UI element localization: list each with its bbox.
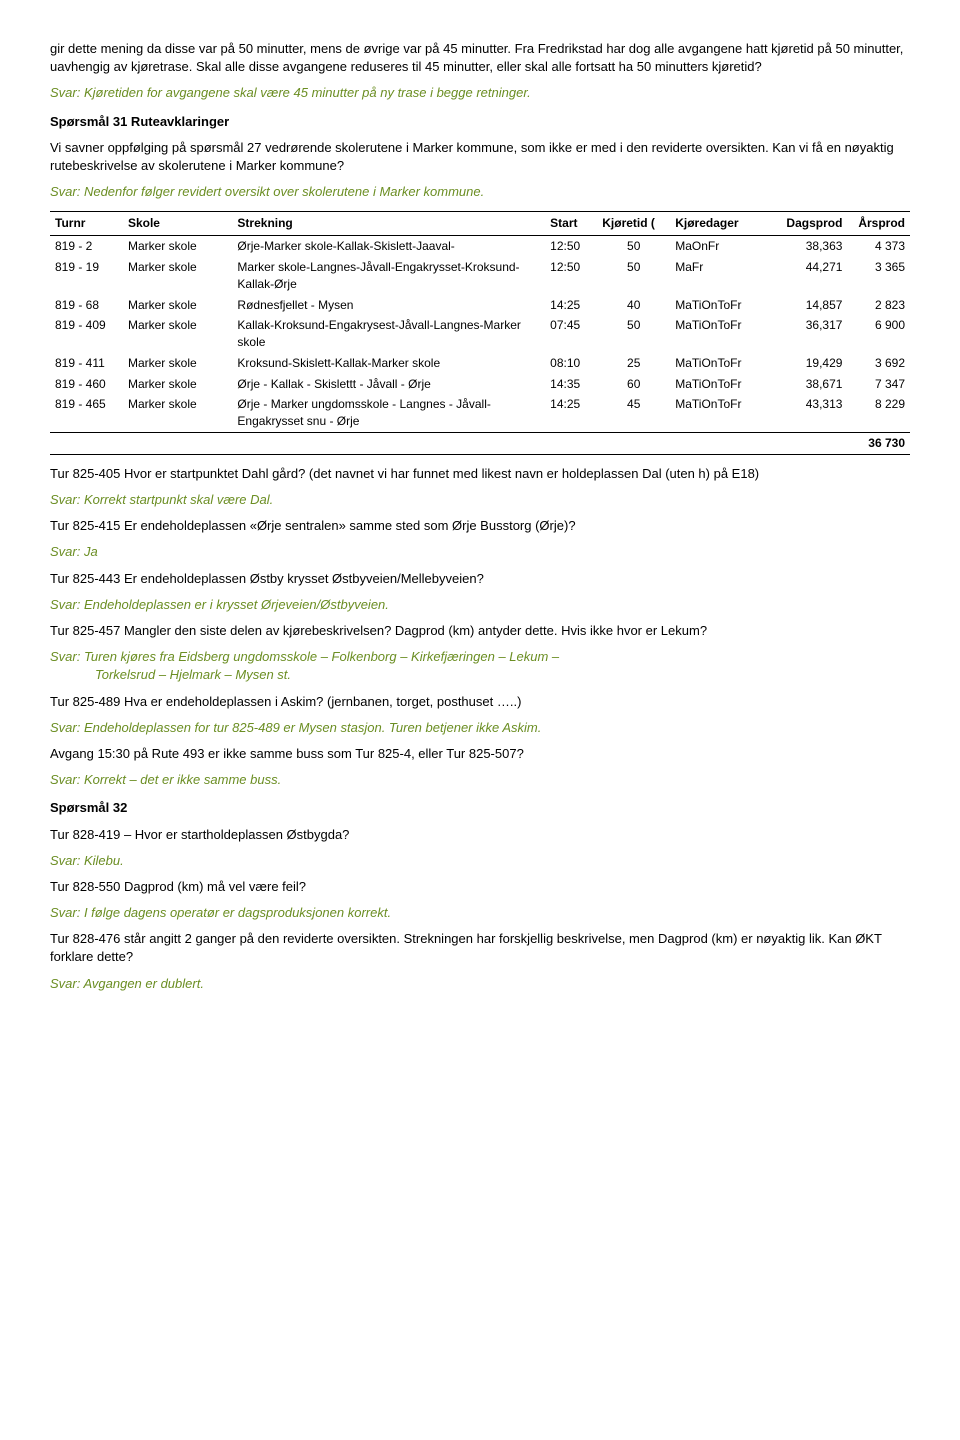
- cell-arsprod: 4 373: [847, 236, 910, 257]
- question-text: Tur 828-476 står angitt 2 ganger på den …: [50, 930, 910, 966]
- cell-strekning: Ørje-Marker skole-Kallak-Skislett-Jaaval…: [232, 236, 545, 257]
- question-text: Avgang 15:30 på Rute 493 er ikke samme b…: [50, 745, 910, 763]
- table-row: 819 - 411Marker skoleKroksund-Skislett-K…: [50, 353, 910, 374]
- cell-kjoretid: 50: [597, 257, 670, 295]
- cell-strekning: Kallak-Kroksund-Engakrysest-Jåvall-Langn…: [232, 315, 545, 353]
- cell-dagsprod: 38,363: [774, 236, 847, 257]
- table-row: 819 - 68Marker skoleRødnesfjellet - Myse…: [50, 295, 910, 316]
- cell-arsprod: 8 229: [847, 394, 910, 432]
- cell-skole: Marker skole: [123, 374, 232, 395]
- q32-heading: Spørsmål 32: [50, 799, 910, 817]
- cell-dagsprod: 44,271: [774, 257, 847, 295]
- answer-text: Svar: I følge dagens operatør er dagspro…: [50, 904, 910, 922]
- table-row: 819 - 465Marker skoleØrje - Marker ungdo…: [50, 394, 910, 432]
- cell-strekning: Marker skole-Langnes-Jåvall-Engakrysset-…: [232, 257, 545, 295]
- schedule-table: Turnr Skole Strekning Start Kjøretid ( K…: [50, 211, 910, 455]
- question-text: Tur 825-415 Er endeholdeplassen «Ørje se…: [50, 517, 910, 535]
- q31-paragraph: Vi savner oppfølging på spørsmål 27 vedr…: [50, 139, 910, 175]
- cell-kjoretid: 45: [597, 394, 670, 432]
- cell-turnr: 819 - 2: [50, 236, 123, 257]
- table-row: 819 - 460Marker skoleØrje - Kallak - Ski…: [50, 374, 910, 395]
- cell-turnr: 819 - 19: [50, 257, 123, 295]
- cell-turnr: 819 - 411: [50, 353, 123, 374]
- cell-start: 12:50: [545, 257, 597, 295]
- q31-heading: Spørsmål 31 Ruteavklaringer: [50, 113, 910, 131]
- cell-kjoretid: 50: [597, 236, 670, 257]
- cell-arsprod: 7 347: [847, 374, 910, 395]
- question-text: Tur 828-550 Dagprod (km) må vel være fei…: [50, 878, 910, 896]
- cell-start: 14:25: [545, 394, 597, 432]
- cell-arsprod: 2 823: [847, 295, 910, 316]
- cell-start: 08:10: [545, 353, 597, 374]
- th-arsprod: Årsprod: [847, 212, 910, 236]
- cell-skole: Marker skole: [123, 394, 232, 432]
- cell-kjoredager: MaTiOnToFr: [670, 394, 774, 432]
- intro-paragraph: gir dette mening da disse var på 50 minu…: [50, 40, 910, 76]
- cell-kjoretid: 60: [597, 374, 670, 395]
- question-text: Tur 825-443 Er endeholdeplassen Østby kr…: [50, 570, 910, 588]
- cell-kjoredager: MaFr: [670, 257, 774, 295]
- answer-text: Svar: Kilebu.: [50, 852, 910, 870]
- cell-dagsprod: 19,429: [774, 353, 847, 374]
- cell-dagsprod: 36,317: [774, 315, 847, 353]
- cell-skole: Marker skole: [123, 257, 232, 295]
- answer-text: Svar: Avgangen er dublert.: [50, 975, 910, 993]
- cell-kjoredager: MaTiOnToFr: [670, 353, 774, 374]
- answer-text: Svar: Korrekt – det er ikke samme buss.: [50, 771, 910, 789]
- cell-arsprod: 3 692: [847, 353, 910, 374]
- cell-kjoretid: 40: [597, 295, 670, 316]
- th-turnr: Turnr: [50, 212, 123, 236]
- cell-turnr: 819 - 460: [50, 374, 123, 395]
- cell-skole: Marker skole: [123, 295, 232, 316]
- table-row: 819 - 19Marker skoleMarker skole-Langnes…: [50, 257, 910, 295]
- th-kjoredager: Kjøredager: [670, 212, 774, 236]
- table-row: 819 - 2Marker skoleØrje-Marker skole-Kal…: [50, 236, 910, 257]
- th-strekning: Strekning: [232, 212, 545, 236]
- cell-dagsprod: 43,313: [774, 394, 847, 432]
- cell-strekning: Kroksund-Skislett-Kallak-Marker skole: [232, 353, 545, 374]
- answer-text: Svar: Ja: [50, 543, 910, 561]
- answer-text: Svar: Turen kjøres fra Eidsberg ungdomss…: [50, 648, 910, 684]
- cell-kjoretid: 50: [597, 315, 670, 353]
- cell-arsprod: 6 900: [847, 315, 910, 353]
- cell-start: 14:25: [545, 295, 597, 316]
- cell-kjoredager: MaTiOnToFr: [670, 374, 774, 395]
- cell-start: 14:35: [545, 374, 597, 395]
- cell-start: 07:45: [545, 315, 597, 353]
- cell-dagsprod: 14,857: [774, 295, 847, 316]
- cell-start: 12:50: [545, 236, 597, 257]
- total-arsprod: 36 730: [847, 433, 910, 455]
- th-skole: Skole: [123, 212, 232, 236]
- cell-turnr: 819 - 68: [50, 295, 123, 316]
- cell-kjoretid: 25: [597, 353, 670, 374]
- question-text: Tur 828-419 – Hvor er startholdeplassen …: [50, 826, 910, 844]
- cell-skole: Marker skole: [123, 353, 232, 374]
- intro-answer: Svar: Kjøretiden for avgangene skal være…: [50, 84, 910, 102]
- th-dagsprod: Dagsprod: [774, 212, 847, 236]
- question-text: Tur 825-457 Mangler den siste delen av k…: [50, 622, 910, 640]
- cell-skole: Marker skole: [123, 315, 232, 353]
- cell-turnr: 819 - 409: [50, 315, 123, 353]
- cell-kjoredager: MaOnFr: [670, 236, 774, 257]
- q31-answer: Svar: Nedenfor følger revidert oversikt …: [50, 183, 910, 201]
- question-text: Tur 825-489 Hva er endeholdeplassen i As…: [50, 693, 910, 711]
- answer-text: Svar: Endeholdeplassen er i krysset Ørje…: [50, 596, 910, 614]
- cell-strekning: Ørje - Marker ungdomsskole - Langnes - J…: [232, 394, 545, 432]
- cell-skole: Marker skole: [123, 236, 232, 257]
- cell-kjoredager: MaTiOnToFr: [670, 295, 774, 316]
- th-start: Start: [545, 212, 597, 236]
- cell-strekning: Rødnesfjellet - Mysen: [232, 295, 545, 316]
- th-kjoretid: Kjøretid (: [597, 212, 670, 236]
- cell-strekning: Ørje - Kallak - Skislettt - Jåvall - Ørj…: [232, 374, 545, 395]
- cell-kjoredager: MaTiOnToFr: [670, 315, 774, 353]
- question-text: Tur 825-405 Hvor er startpunktet Dahl gå…: [50, 465, 910, 483]
- cell-arsprod: 3 365: [847, 257, 910, 295]
- cell-turnr: 819 - 465: [50, 394, 123, 432]
- cell-dagsprod: 38,671: [774, 374, 847, 395]
- table-row: 819 - 409Marker skoleKallak-Kroksund-Eng…: [50, 315, 910, 353]
- answer-text: Svar: Endeholdeplassen for tur 825-489 e…: [50, 719, 910, 737]
- answer-text: Svar: Korrekt startpunkt skal være Dal.: [50, 491, 910, 509]
